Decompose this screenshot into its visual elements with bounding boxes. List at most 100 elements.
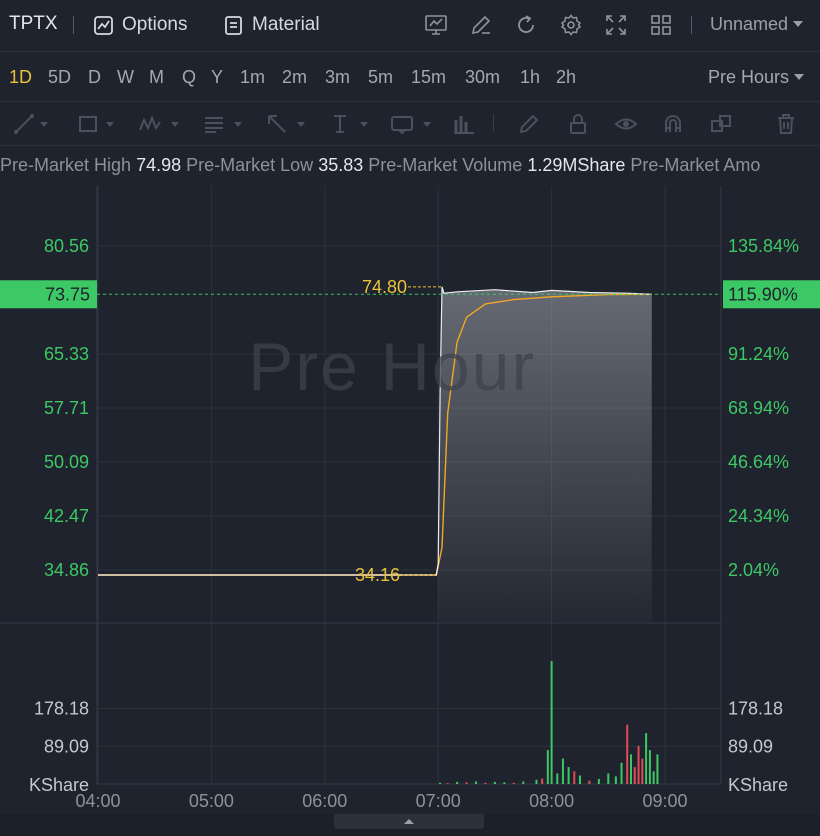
price-label-icon[interactable]: [390, 112, 414, 136]
pre-market-low-value: 35.83: [318, 155, 364, 175]
chart-canvas[interactable]: 74.80 34.16 80.56 73.75 65.33 57.71 50.09 42.47…: [0, 186, 820, 814]
high-marker-label: 74.80: [362, 277, 407, 297]
pre-market-high-value: 74.98: [136, 155, 182, 175]
volume-bar: [626, 724, 629, 784]
session-select-label: Pre Hours: [708, 67, 790, 87]
period-1d[interactable]: 1D: [9, 67, 33, 87]
pre-market-low-label: Pre-Market Low: [186, 155, 314, 175]
chevron-down-icon: [40, 122, 48, 127]
period-2m[interactable]: 2m: [282, 67, 308, 87]
volume-bar: [648, 750, 651, 784]
magnet-icon[interactable]: [661, 112, 685, 136]
percent-tick-label: 91.24%: [728, 344, 789, 364]
material-button[interactable]: Material: [224, 12, 320, 38]
period-2h[interactable]: 2h: [556, 67, 577, 87]
layout-name-dropdown[interactable]: Unnamed: [710, 14, 804, 35]
volume-bar: [541, 778, 544, 784]
volume-bar: [475, 781, 477, 784]
chevron-down-icon: [794, 74, 805, 80]
trash-icon[interactable]: [774, 112, 798, 136]
volume-bar: [629, 754, 632, 784]
period-q[interactable]: Q: [182, 67, 197, 87]
volume-bar: [446, 783, 449, 785]
time-tick-label: 07:00: [416, 791, 461, 811]
price-chart[interactable]: 74.80 34.16 80.56 73.75 65.33 57.71 50.09 42.47…: [0, 186, 820, 814]
panel-resize-handle[interactable]: [334, 814, 484, 829]
settings-gear-icon[interactable]: [559, 13, 583, 37]
percent-tick-label: 2.04%: [728, 560, 779, 580]
volume-bar: [573, 771, 576, 784]
period-5d[interactable]: 5D: [48, 67, 72, 87]
time-tick-label: 06:00: [302, 791, 347, 811]
volume-bar: [578, 775, 581, 784]
percent-tick-label: 46.64%: [728, 452, 789, 472]
text-cursor-icon[interactable]: [328, 112, 352, 136]
volume-bar: [641, 758, 644, 784]
volume-bar: [637, 745, 640, 784]
volume-bar: [535, 779, 538, 784]
period-3m[interactable]: 3m: [325, 67, 351, 87]
period-1m[interactable]: 1m: [240, 67, 266, 87]
stats-row: Pre-Market High 74.98 Pre-Market Low 35.…: [0, 155, 760, 176]
volume-bar: [512, 782, 515, 784]
volume-bar: [493, 781, 496, 784]
price-tick-label: 57.71: [44, 398, 89, 418]
chevron-down-icon: [297, 122, 305, 127]
volume-bar: [546, 750, 549, 784]
current-change-badge: [723, 280, 820, 309]
top-toolbar: TPTX Options Material Unnamed: [0, 0, 820, 52]
volume-bar: [614, 776, 617, 784]
price-tick-label: 50.09: [44, 452, 89, 472]
time-tick-label: 04:00: [75, 791, 120, 811]
volume-profile-icon[interactable]: [452, 112, 476, 136]
volume-bar: [522, 781, 525, 784]
divider: [691, 16, 692, 34]
eye-icon[interactable]: [614, 112, 638, 136]
draw-edit-icon[interactable]: [469, 13, 493, 37]
indicator-chart-icon[interactable]: [424, 13, 448, 37]
session-select[interactable]: Pre Hours: [708, 67, 805, 88]
pre-market-high-label: Pre-Market High: [0, 155, 132, 175]
refresh-icon[interactable]: [514, 13, 538, 37]
volume-unit-label-right: KShare: [728, 775, 788, 795]
chevron-down-icon: [171, 122, 179, 127]
bottom-bar: [0, 814, 820, 836]
chevron-down-icon: [793, 21, 804, 27]
fullscreen-icon[interactable]: [604, 13, 628, 37]
volume-bar: [597, 778, 600, 784]
ticker-symbol[interactable]: TPTX: [9, 13, 58, 34]
lock-icon[interactable]: [566, 112, 590, 136]
period-y[interactable]: Y: [211, 67, 224, 87]
time-tick-label: 05:00: [189, 791, 234, 811]
period-15m[interactable]: 15m: [411, 67, 447, 87]
low-marker-label: 34.16: [355, 565, 400, 585]
period-bar: Pre Hours 1D 5D D W M Q Y 1m 2m 3m 5m 15m 30m 1h 2h: [0, 52, 820, 102]
rectangle-tool-icon[interactable]: [76, 112, 100, 136]
layout-name-label: Unnamed: [710, 14, 789, 34]
pencil-icon[interactable]: [517, 112, 541, 136]
volume-bar: [620, 762, 623, 784]
arrow-tool-icon[interactable]: [265, 112, 289, 136]
trend-line-icon[interactable]: [12, 112, 36, 136]
volume-bar: [561, 758, 564, 784]
period-1h[interactable]: 1h: [520, 67, 541, 87]
copy-layers-icon[interactable]: [709, 112, 733, 136]
pre-hour-watermark: Pre Hour: [248, 329, 537, 405]
period-d[interactable]: D: [88, 67, 101, 87]
pattern-tool-icon[interactable]: [138, 112, 162, 136]
fib-lines-icon[interactable]: [202, 112, 226, 136]
volume-bar: [607, 773, 610, 784]
price-tick-label: 34.86: [44, 560, 89, 580]
volume-bar: [550, 661, 553, 784]
volume-bar: [633, 767, 636, 784]
price-tick-label: 80.56: [44, 236, 89, 256]
layout-grid-icon[interactable]: [649, 13, 673, 37]
period-m[interactable]: M: [149, 67, 164, 87]
pre-market-volume-label: Pre-Market Volume: [368, 155, 523, 175]
period-w[interactable]: W: [117, 67, 134, 87]
volume-bar: [439, 782, 442, 784]
volume-bar: [484, 782, 487, 784]
options-button[interactable]: Options: [93, 12, 187, 38]
period-30m[interactable]: 30m: [465, 67, 501, 87]
period-5m[interactable]: 5m: [368, 67, 394, 87]
